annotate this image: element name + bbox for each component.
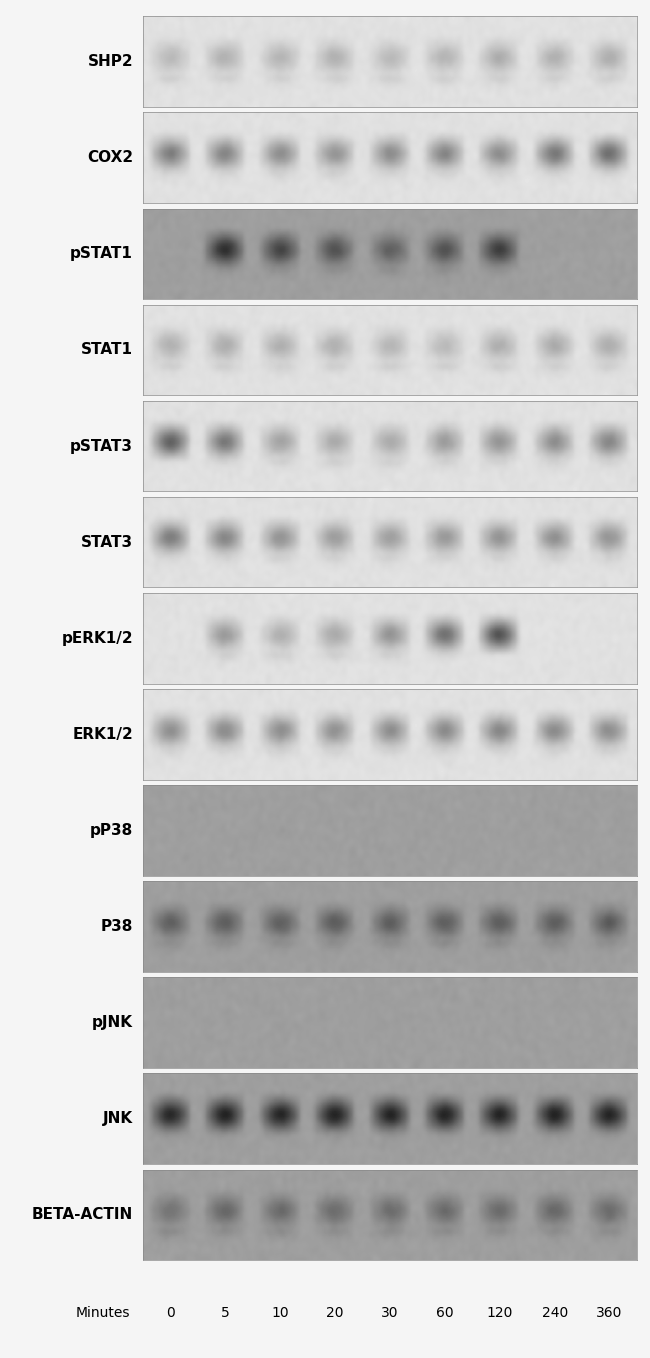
Text: JNK: JNK xyxy=(103,1111,133,1126)
Text: STAT3: STAT3 xyxy=(81,535,133,550)
Text: ERK1/2: ERK1/2 xyxy=(72,727,133,741)
Text: 10: 10 xyxy=(272,1306,289,1320)
Text: 30: 30 xyxy=(382,1306,398,1320)
Text: BETA-ACTIN: BETA-ACTIN xyxy=(32,1207,133,1222)
Text: STAT1: STAT1 xyxy=(81,342,133,357)
Text: P38: P38 xyxy=(101,919,133,934)
Text: COX2: COX2 xyxy=(87,151,133,166)
Text: 20: 20 xyxy=(326,1306,344,1320)
Text: 360: 360 xyxy=(596,1306,623,1320)
Text: 240: 240 xyxy=(541,1306,568,1320)
Text: 60: 60 xyxy=(436,1306,454,1320)
Text: Minutes: Minutes xyxy=(75,1306,130,1320)
Text: pP38: pP38 xyxy=(90,823,133,838)
Text: pSTAT3: pSTAT3 xyxy=(70,439,133,454)
Text: pJNK: pJNK xyxy=(92,1016,133,1031)
Text: 0: 0 xyxy=(166,1306,175,1320)
Text: SHP2: SHP2 xyxy=(88,54,133,69)
Text: 120: 120 xyxy=(487,1306,513,1320)
Text: 5: 5 xyxy=(221,1306,229,1320)
Text: pERK1/2: pERK1/2 xyxy=(62,630,133,646)
Text: pSTAT1: pSTAT1 xyxy=(70,246,133,261)
